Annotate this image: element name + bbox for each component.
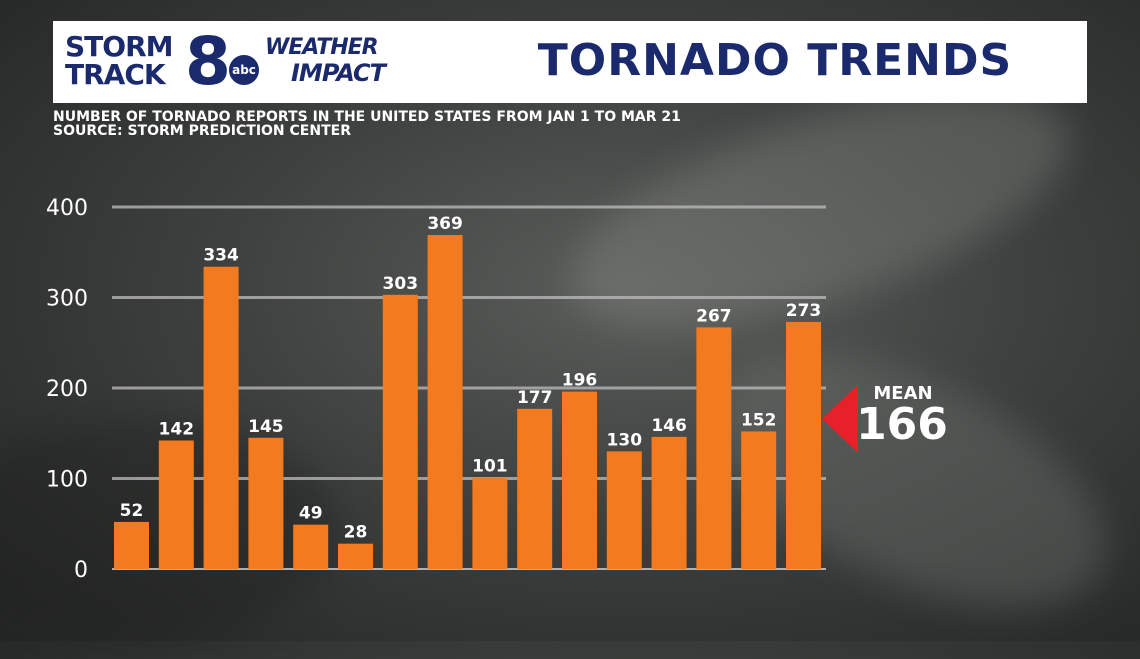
bar [382, 294, 418, 569]
data-label: 146 [651, 416, 687, 436]
data-label: 196 [562, 371, 598, 391]
data-label: 52 [120, 501, 144, 521]
data-label: 152 [741, 410, 777, 430]
bar [606, 451, 642, 569]
data-label: 303 [383, 274, 419, 294]
bar [158, 440, 194, 569]
station-logo: STORM TRACK 8 abc WEATHER IMPACT [65, 23, 415, 100]
bar [338, 543, 373, 569]
logo-eight-text: 8 [185, 23, 231, 100]
logo-impact-text: IMPACT [291, 59, 386, 87]
bar [203, 266, 239, 569]
data-label: 142 [159, 419, 195, 439]
y-tick-label: 300 [46, 287, 88, 312]
data-label: 273 [786, 301, 822, 321]
data-label: 369 [427, 214, 463, 234]
bar [293, 524, 329, 569]
y-tick-label: 100 [46, 468, 88, 493]
chart-subtitle: NUMBER OF TORNADO REPORTS IN THE UNITED … [53, 110, 681, 138]
mean-label: MEAN [873, 383, 932, 404]
bar [472, 477, 508, 569]
bar [427, 235, 463, 569]
logo-track-text: TRACK [65, 58, 166, 91]
abc-logo-icon: abc [227, 53, 261, 87]
data-label: 334 [203, 246, 239, 266]
bar [517, 408, 553, 569]
data-label: 130 [607, 430, 643, 450]
data-label: 267 [696, 306, 732, 326]
bar [651, 436, 687, 569]
mean-arrow-icon [822, 384, 858, 453]
mean-value: 166 [856, 399, 948, 450]
data-label: 177 [517, 388, 553, 408]
subtitle-line-2: SOURCE: STORM PREDICTION CENTER [53, 123, 351, 139]
bar-chart: 0 100 200 300 400 52 142 334 145 49 28 303 369 101 177… [46, 196, 948, 583]
y-tick-label: 400 [46, 196, 88, 221]
header-banner: STORM TRACK 8 abc WEATHER IMPACT TORNADO… [53, 21, 1087, 103]
data-label: 28 [344, 523, 368, 543]
bar [696, 327, 732, 569]
data-label: 49 [299, 504, 323, 524]
subtitle-line-1: NUMBER OF TORNADO REPORTS IN THE UNITED … [53, 109, 681, 125]
page-title: TORNADO TRENDS [537, 35, 1013, 86]
logo-storm-text: STORM [65, 30, 173, 63]
bar [741, 431, 777, 569]
data-label: 101 [472, 457, 508, 477]
bar [562, 391, 597, 569]
data-label: 145 [248, 417, 284, 437]
y-tick-label: 200 [46, 377, 88, 402]
bar [248, 437, 284, 569]
bar [786, 321, 821, 569]
logo-weather-text: WEATHER [265, 35, 379, 60]
y-tick-label: 0 [74, 558, 88, 583]
bar [114, 521, 149, 569]
